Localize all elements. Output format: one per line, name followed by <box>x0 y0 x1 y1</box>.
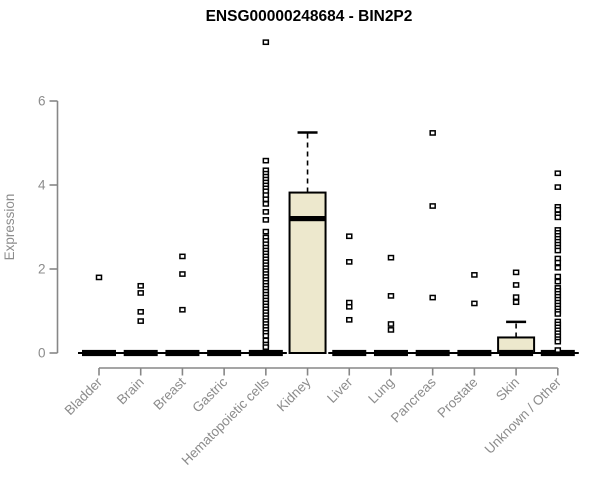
outlier-point <box>262 228 270 235</box>
boxplot-brain <box>119 349 162 357</box>
outlier-point <box>554 264 562 271</box>
outlier-point <box>346 303 353 310</box>
outlier-point <box>346 259 353 265</box>
x-tick-label: Gastric <box>189 374 230 415</box>
x-tick-label: Brain <box>114 375 147 408</box>
boxplot-unknown-other <box>536 349 579 357</box>
outlier-point <box>346 316 353 323</box>
outlier-point <box>512 282 520 288</box>
median-line <box>82 349 116 357</box>
boxplot-gastric <box>203 349 246 357</box>
outlier-point <box>512 269 520 276</box>
y-tick-label: 6 <box>38 94 46 109</box>
median-line <box>415 349 450 357</box>
outlier-point <box>179 271 186 277</box>
chart-title: ENSG00000248684 - BIN2P2 <box>206 8 413 25</box>
boxplot-prostate <box>453 349 496 357</box>
outlier-point <box>387 327 395 333</box>
outlier-point <box>387 293 395 299</box>
outlier-point <box>554 278 562 285</box>
boxplot-skin <box>495 320 538 357</box>
outlier-point <box>262 344 270 350</box>
outlier-point <box>554 214 562 221</box>
outlier-point <box>262 196 270 203</box>
y-tick-label: 4 <box>38 178 46 193</box>
boxplot-pancreas <box>411 349 454 357</box>
outlier-point <box>471 272 478 278</box>
median-line <box>332 349 367 357</box>
outlier-point <box>262 332 270 339</box>
x-tick-label: Prostate <box>434 375 480 421</box>
outlier-point <box>95 274 103 281</box>
outlier-point <box>262 157 270 164</box>
outlier-point <box>429 294 436 301</box>
outlier-point <box>554 206 562 213</box>
outlier-point <box>554 273 562 280</box>
median-line <box>457 349 492 357</box>
outlier-point <box>512 294 520 300</box>
outlier-point <box>137 282 144 289</box>
boxplot-hematopoietic-cells <box>244 349 287 357</box>
x-tick-label: Skin <box>493 375 522 404</box>
median-line <box>499 349 534 357</box>
x-tick-label: Breast <box>150 374 188 412</box>
x-tick-label: Kidney <box>274 374 314 414</box>
median-line <box>289 216 326 222</box>
median-line <box>373 349 408 357</box>
outlier-point <box>429 130 436 136</box>
median-line <box>207 349 242 357</box>
outlier-points <box>95 39 562 353</box>
boxplot-lung <box>369 349 412 357</box>
x-tick-label: Unknown / Other <box>482 374 565 457</box>
outlier-point <box>262 201 270 207</box>
x-tick-label: Pancreas <box>388 374 439 425</box>
x-tick-label: Liver <box>324 374 356 406</box>
outlier-point <box>179 253 186 260</box>
outlier-point <box>554 347 562 353</box>
outlier-point <box>137 290 144 296</box>
outlier-point <box>387 321 395 327</box>
boxplot-bladder <box>78 349 120 357</box>
median-line <box>248 349 283 357</box>
y-axis: 0 2 4 6 <box>38 94 59 361</box>
y-tick-label: 0 <box>38 346 46 361</box>
x-tick-label: Lung <box>365 375 397 407</box>
outlier-point <box>262 217 270 223</box>
y-tick-label: 2 <box>38 262 46 277</box>
outlier-point <box>179 306 186 313</box>
outlier-point <box>554 311 562 317</box>
boxplot-breast <box>161 349 204 357</box>
outlier-point <box>137 308 144 315</box>
boxplot-kidney <box>288 131 327 354</box>
outlier-point <box>554 184 562 190</box>
outlier-point <box>346 233 353 240</box>
outlier-point <box>554 338 562 345</box>
y-axis-label: Expression <box>2 194 17 261</box>
outlier-point <box>554 247 562 254</box>
outlier-point <box>262 39 270 46</box>
outlier-point <box>429 203 436 209</box>
outlier-point <box>471 300 478 307</box>
outlier-point <box>554 259 562 266</box>
outlier-point <box>512 299 520 306</box>
median-line <box>123 349 158 357</box>
median-line <box>165 349 200 357</box>
outlier-point <box>137 318 144 324</box>
median-line <box>540 349 575 357</box>
outlier-point <box>554 170 562 177</box>
outlier-point <box>262 209 270 215</box>
x-tick-label: Bladder <box>62 374 106 418</box>
outlier-point <box>387 254 395 261</box>
box-plots <box>78 131 579 357</box>
boxplot-liver <box>328 349 371 357</box>
